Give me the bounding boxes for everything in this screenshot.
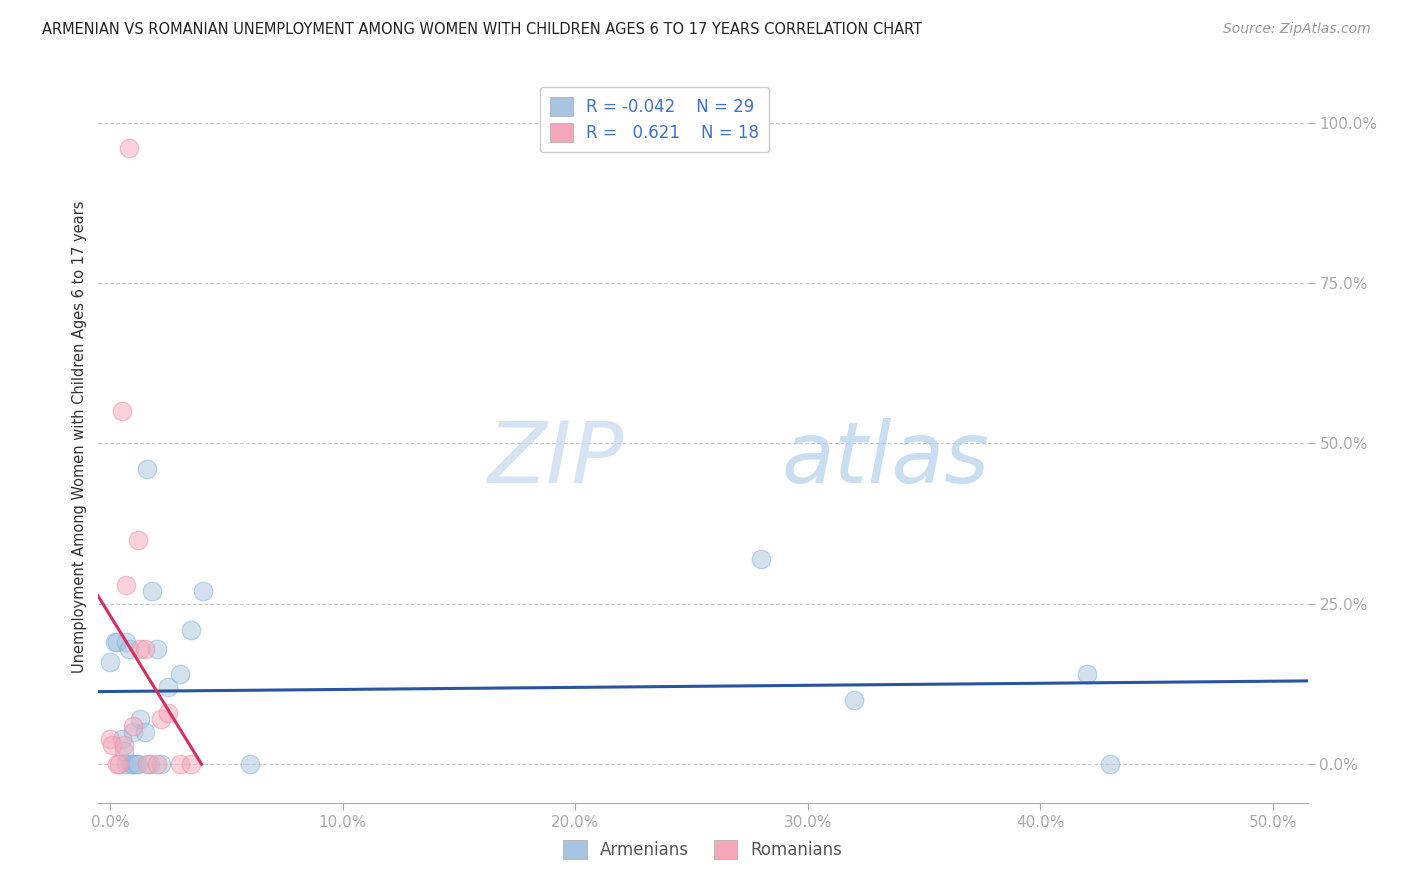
Point [141,584,163,599]
Point [1098,757,1121,772]
Point [115,635,138,649]
Point [122,725,145,739]
Point [115,757,138,772]
Point [169,667,191,681]
Point [127,533,149,547]
Point [169,757,191,772]
Point [157,681,180,695]
Point [98,731,121,746]
Point [111,404,134,418]
Point [191,584,214,599]
Point [150,712,173,726]
Point [749,552,772,566]
Text: atlas: atlas [782,417,990,500]
Point [150,757,173,772]
Point [129,712,152,726]
Point [1076,667,1098,681]
Point [122,757,145,772]
Point [104,635,127,649]
Point [136,462,159,476]
Y-axis label: Unemployment Among Women with Children Ages 6 to 17 years: Unemployment Among Women with Children A… [72,201,87,673]
Point [118,641,141,656]
Point [122,719,145,733]
Point [180,757,202,772]
Point [98,655,121,669]
Point [120,757,142,772]
Point [127,757,149,772]
Text: Source: ZipAtlas.com: Source: ZipAtlas.com [1223,22,1371,37]
Point [118,141,141,155]
Point [115,577,138,591]
Point [108,757,131,772]
Point [844,693,866,707]
Point [129,641,152,656]
Text: ZIP: ZIP [488,417,624,500]
Point [138,757,160,772]
Point [134,725,156,739]
Point [124,757,146,772]
Point [112,738,135,752]
Point [180,623,202,637]
Point [105,757,128,772]
Point [112,744,135,758]
Legend: Armenians, Romanians: Armenians, Romanians [555,831,851,868]
Text: ARMENIAN VS ROMANIAN UNEMPLOYMENT AMONG WOMEN WITH CHILDREN AGES 6 TO 17 YEARS C: ARMENIAN VS ROMANIAN UNEMPLOYMENT AMONG … [42,22,922,37]
Point [157,706,180,720]
Point [105,635,128,649]
Point [111,731,134,746]
Point [134,641,156,656]
Point [136,757,159,772]
Point [145,757,167,772]
Point [101,738,124,752]
Point [145,641,167,656]
Point [239,757,262,772]
